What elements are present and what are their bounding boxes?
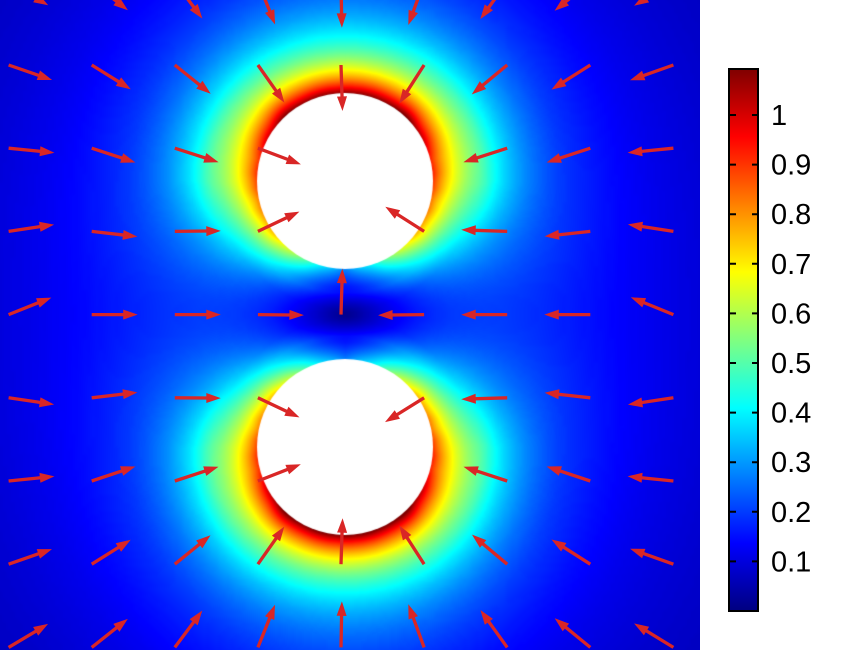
svg-text:0.8: 0.8	[771, 199, 811, 231]
svg-text:0.2: 0.2	[771, 497, 811, 529]
svg-text:0.5: 0.5	[771, 348, 811, 380]
svg-text:0.1: 0.1	[771, 546, 811, 578]
svg-text:0.4: 0.4	[771, 398, 811, 430]
svg-text:0.3: 0.3	[771, 447, 811, 479]
svg-text:1: 1	[771, 100, 787, 132]
svg-text:0.9: 0.9	[771, 150, 811, 182]
svg-text:0.6: 0.6	[771, 298, 811, 330]
svg-text:0.7: 0.7	[771, 249, 811, 281]
